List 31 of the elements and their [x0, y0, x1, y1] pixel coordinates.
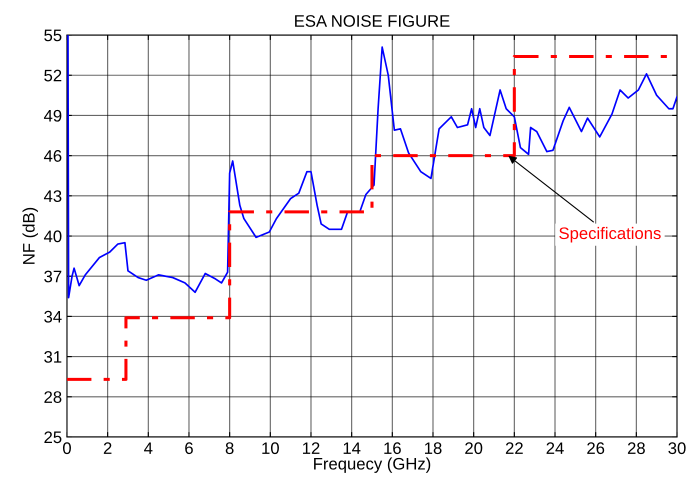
x-tick-label: 14 — [344, 442, 360, 454]
x-tick-label: 22 — [506, 442, 523, 454]
x-tick-label: 4 — [144, 442, 152, 454]
x-tick-label: 26 — [587, 442, 604, 454]
x-tick-label: 12 — [302, 442, 320, 454]
y-axis-title: NF (dB) — [22, 208, 38, 264]
x-tick-label: 24 — [546, 442, 564, 454]
x-tick-label: 20 — [465, 442, 482, 454]
y-tick-label: 40 — [44, 230, 62, 242]
x-tick-label: 30 — [668, 442, 686, 454]
y-tick-label: 31 — [44, 351, 62, 363]
y-tick-label: 28 — [44, 391, 62, 403]
chart-title: ESA NOISE FIGURE — [295, 15, 450, 27]
y-tick-label: 25 — [44, 431, 62, 444]
y-tick-label: 46 — [44, 150, 62, 162]
x-tick-label: 18 — [425, 442, 442, 454]
y-tick-label: 55 — [44, 30, 62, 42]
y-tick-label: 52 — [44, 70, 62, 82]
y-tick-label: 43 — [44, 190, 62, 202]
x-tick-label: 2 — [104, 442, 112, 454]
x-tick-label: 28 — [628, 442, 645, 454]
x-tick-label: 16 — [384, 442, 401, 454]
annotation: Specifications — [559, 226, 661, 242]
x-tick-label: 0 — [62, 442, 71, 454]
x-tick-label: 8 — [226, 442, 234, 454]
y-tick-label: 34 — [44, 310, 62, 323]
y-tick-label: 49 — [44, 110, 62, 122]
x-tick-label: 6 — [185, 442, 193, 454]
x-axis-title: Frequecy (GHz) — [314, 457, 430, 473]
y-tick-label: 37 — [44, 270, 62, 282]
x-tick-label: 10 — [262, 442, 279, 454]
